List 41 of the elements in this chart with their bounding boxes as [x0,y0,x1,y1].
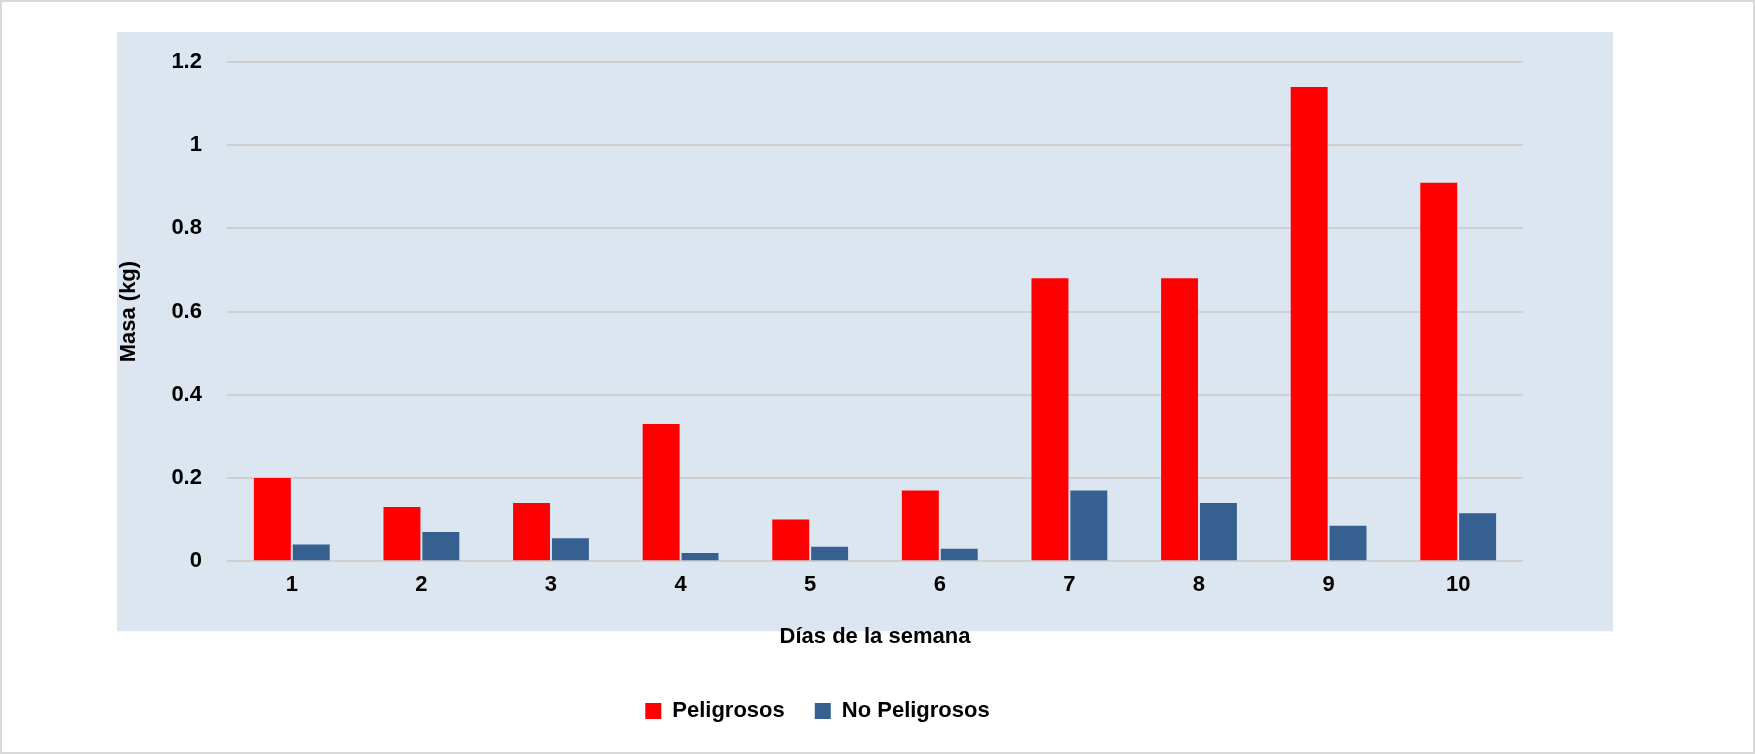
y-tick-label: 0 [189,547,202,573]
x-axis-title: Días de la semana [779,622,972,648]
x-tick-label: 4 [674,571,688,597]
y-tick-label: 0.2 [171,464,202,490]
x-tick-label: 10 [1445,571,1471,597]
legend-label: Peligrosos [672,697,785,723]
bar [901,490,939,561]
y-axis-title: Masa (kg) [115,260,141,363]
y-tick-label: 0.6 [171,297,202,323]
x-tick-label: 8 [1192,571,1206,597]
bar [1031,278,1069,561]
bar [513,502,551,561]
y-tick-label: 0.8 [171,214,202,240]
bar [253,478,291,561]
x-tick-label: 9 [1322,571,1335,597]
y-tick-label: 1 [189,131,202,157]
bar [1290,86,1328,561]
bar [811,546,849,561]
bar [642,423,680,561]
bar [681,552,719,561]
x-tick-label: 3 [544,571,558,597]
bar [1070,490,1108,561]
x-tick-label: 2 [415,571,428,597]
bar [772,519,810,561]
x-tick-label: 1 [285,571,298,597]
bar [292,544,330,561]
x-tick-label: 7 [1063,571,1076,597]
bar [1161,278,1199,561]
bar [383,507,421,561]
bar [1420,182,1458,561]
legend-label: No Peligrosos [841,697,990,723]
y-tick-label: 0.4 [171,380,203,406]
bar [1459,513,1497,561]
bar [1199,502,1237,561]
bar [551,538,589,561]
x-tick-label: 5 [804,571,817,597]
bar [1329,525,1367,561]
y-tick-label: 1.2 [171,48,202,74]
x-tick-label: 6 [933,571,946,597]
bar [940,548,978,561]
bar [422,532,460,561]
